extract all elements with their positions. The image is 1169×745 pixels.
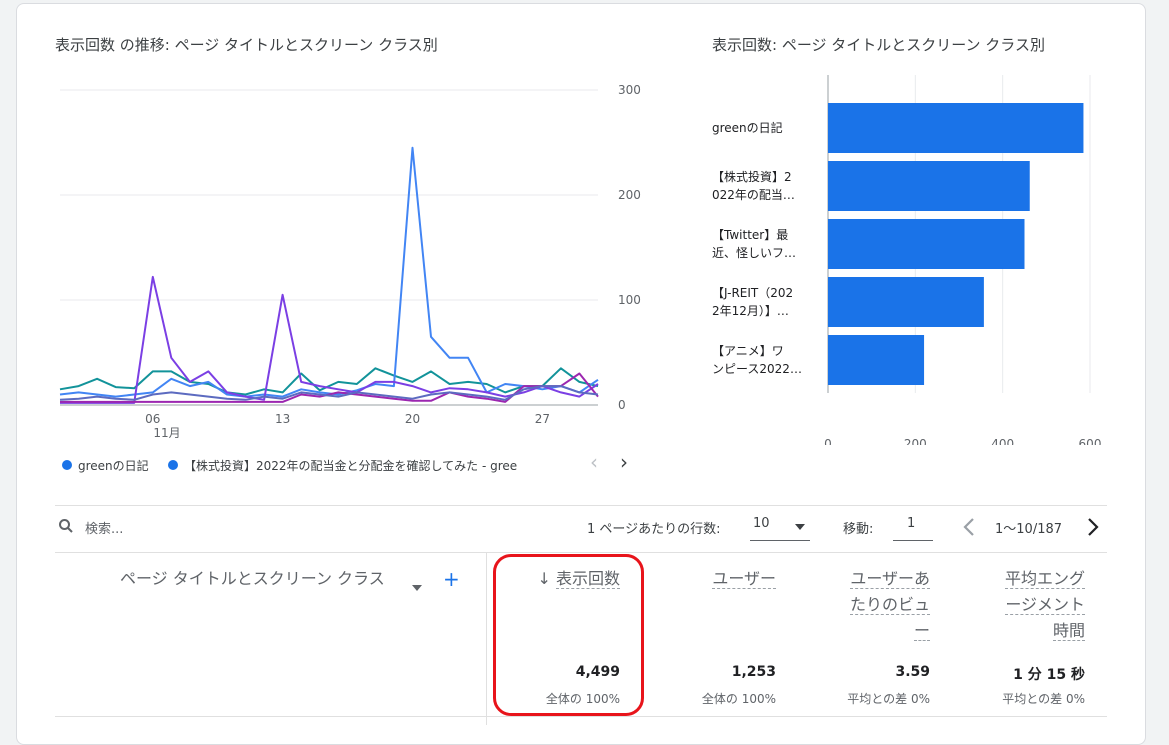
x-tick-label: 20 [405,412,420,426]
metric-header-engagement-time[interactable]: 平均エング ージメント 時間 [975,566,1085,644]
total-engagement-time: 1 分 15 秒 [1013,667,1085,683]
bar-chart: 0 200 400 600 greenの日記【株式投資】2 022年の配当… 【Twitte… [712,75,1102,445]
line-chart-title: 表示回数 の推移: ページ タイトルとスクリーン クラス別 [55,36,438,54]
rows-per-page-label: 1 ページあたりの行数: [587,522,721,537]
goto-value: 1 [907,516,916,531]
total-views-sub: 全体の 100% [545,692,620,706]
total-users: 1,253 [731,664,776,680]
line-chart: 300 200 100 0 06 13 20 27 [59,83,641,426]
rows-per-page-select[interactable]: 10 [750,514,810,541]
total-views: 4,499 [575,664,620,680]
metric-header-views[interactable]: ↓ 表示回数 [520,566,620,592]
bar-2 [828,161,1030,211]
metric-header-vpu-line2: たりのビュ [849,595,930,615]
bar-category-label: 【Twitter】最 [712,228,788,242]
metric-header-users-label: ユーザー [712,569,776,589]
bar-category-label: 2年12月）】… [712,304,789,318]
x-tick-label: 13 [275,412,290,426]
bar-4 [828,277,984,327]
search-icon[interactable] [58,518,74,538]
metric-header-eng-line1: 平均エング [1004,569,1085,589]
highlight-annotation [493,554,644,716]
bar-x-tick-label: 0 [824,437,832,445]
y-tick-label: 100 [618,293,641,307]
total-engagement-time-sub: 平均との差 0% [1002,692,1085,706]
prev-page-icon[interactable] [962,517,976,541]
series-line-3 [60,275,599,404]
series-line-1 [59,367,599,396]
metric-header-vpu-line1: ユーザーあ [850,569,930,589]
y-tick-label: 0 [618,398,626,412]
metric-header-views-per-user[interactable]: ユーザーあ たりのビュ ー [820,566,930,644]
divider-totals [55,716,1107,717]
y-tick-label: 300 [618,83,641,97]
bar-category-label: ンピース2022… [712,362,802,376]
bar-category-label: 022年の配当… [712,188,795,202]
search-input[interactable]: 検索... [85,522,124,537]
bar-chart-title: 表示回数: ページ タイトルとスクリーン クラス別 [712,36,1046,54]
column-divider [486,552,487,725]
bar-category-label: 【J-REIT（202 [712,286,793,300]
rows-per-page-value: 10 [753,516,770,531]
metric-header-eng-line2: ージメント [1005,595,1085,615]
dimension-caret-icon[interactable] [412,576,422,595]
bar-3 [828,219,1025,269]
dimension-header[interactable]: ページ タイトルとスクリーン クラス [120,569,385,588]
legend-dot-1 [62,460,72,470]
bar-x-tick-label: 400 [991,437,1014,445]
bar-5 [828,335,925,385]
x-month-label: 11月 [153,426,181,440]
legend-dot-2 [168,460,178,470]
metric-header-vpu-line3: ー [913,621,930,641]
bar-x-tick-label: 200 [904,437,927,445]
series-line-2 [59,146,599,398]
bar-category-label: 近、怪しいフ… [712,246,796,260]
sort-desc-icon: ↓ [537,569,551,588]
total-views-per-user-sub: 平均との差 0% [847,692,930,706]
legend-item-1[interactable]: greenの日記 [78,459,149,473]
series-line-4 [60,372,599,403]
series-line-5 [59,385,599,401]
metric-header-users[interactable]: ユーザー [676,566,776,592]
legend-item-2[interactable]: 【株式投資】2022年の配当金と分配金を確認してみた - gree [184,459,518,473]
bar-category-label: 【株式投資】2 [712,169,792,184]
y-tick-label: 200 [618,188,641,202]
x-tick-label: 27 [535,412,550,426]
goto-label: 移動: [843,522,874,537]
legend-prev-icon[interactable]: ‹ [590,450,598,474]
pagination-text: 1〜10/187 [995,522,1063,537]
total-users-sub: 全体の 100% [701,692,776,706]
bar-1 [828,103,1084,153]
metric-header-views-label: 表示回数 [555,569,620,589]
legend-next-icon[interactable]: › [620,450,628,474]
total-views-per-user: 3.59 [895,664,930,680]
bar-x-tick-label: 600 [1079,437,1102,445]
goto-input[interactable]: 1 [893,514,933,541]
caret-down-icon [795,524,805,530]
metric-header-eng-line3: 時間 [1052,621,1085,641]
divider-top [55,505,1107,506]
bar-category-label: greenの日記 [712,120,783,135]
next-page-icon[interactable] [1086,517,1100,541]
bar-category-label: 【アニメ】ワ [712,344,784,358]
x-tick-label: 06 [145,412,160,426]
divider-header [55,552,1107,553]
add-dimension-button[interactable]: + [443,567,460,591]
